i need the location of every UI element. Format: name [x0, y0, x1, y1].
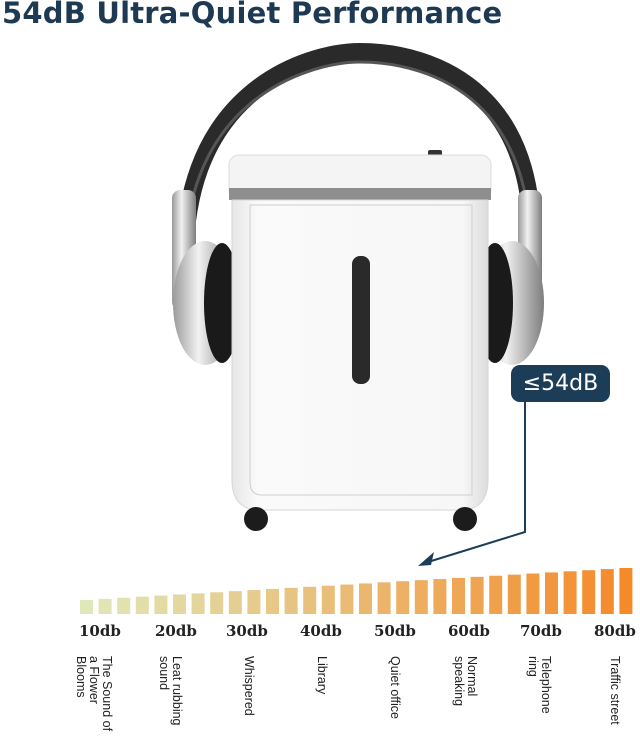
sound-example-label: Telephone ring	[526, 656, 553, 714]
scale-bar	[266, 588, 279, 614]
scale-bar	[470, 576, 484, 614]
sound-example-label: Whispered	[242, 656, 256, 716]
sound-example-label: Leat rubbing sound	[157, 656, 184, 726]
db-tick-label: 20db	[155, 622, 197, 640]
scale-bar	[135, 596, 149, 614]
scale-bar	[210, 592, 224, 614]
noise-level-badge: ≤54dB	[511, 365, 610, 402]
page-title: 54dB Ultra-Quiet Performance	[2, 0, 503, 30]
sound-example-label: Normal speaking	[452, 656, 479, 707]
sound-example-label: Quiet office	[388, 656, 402, 720]
scale-bar	[414, 580, 428, 614]
scale-bar	[600, 569, 614, 614]
scale-bar	[433, 579, 447, 614]
db-tick-label: 60db	[448, 622, 490, 640]
sound-example-label: The Sound of a Flower Blooms	[74, 656, 114, 732]
scale-bar	[80, 600, 93, 614]
scale-bar	[545, 572, 558, 614]
scale-bar	[321, 585, 335, 614]
loudness-scale-bars	[80, 568, 633, 614]
db-tick-label: 30db	[226, 622, 268, 640]
scale-bar	[563, 571, 577, 614]
scale-bar	[303, 586, 317, 614]
sound-example-label: Traffic street	[608, 656, 622, 725]
paper-shredder-image	[228, 150, 492, 531]
db-tick-label: 40db	[300, 622, 342, 640]
scale-bar	[619, 568, 633, 614]
scale-bar	[340, 584, 354, 614]
scale-bar	[284, 587, 298, 614]
scale-bar	[154, 595, 168, 614]
scale-bar	[507, 574, 521, 614]
scale-bar	[247, 590, 261, 614]
scale-bar	[582, 570, 596, 614]
scale-bar	[396, 581, 410, 614]
scale-bar	[173, 594, 186, 614]
arrow-icon	[418, 402, 526, 566]
scale-bar	[117, 597, 131, 614]
scale-bar	[98, 598, 112, 614]
scale-bar	[489, 575, 503, 614]
scale-bar	[228, 591, 242, 614]
scale-bar	[359, 583, 372, 614]
scale-bar	[377, 582, 391, 614]
scale-bar	[526, 573, 540, 614]
sound-example-label: Library	[315, 656, 329, 695]
db-tick-label: 70db	[520, 622, 562, 640]
scale-bar	[191, 593, 205, 614]
scale-bar	[452, 577, 465, 614]
db-tick-label: 10db	[79, 622, 121, 640]
db-tick-label: 80db	[594, 622, 636, 640]
db-tick-label: 50db	[374, 622, 416, 640]
